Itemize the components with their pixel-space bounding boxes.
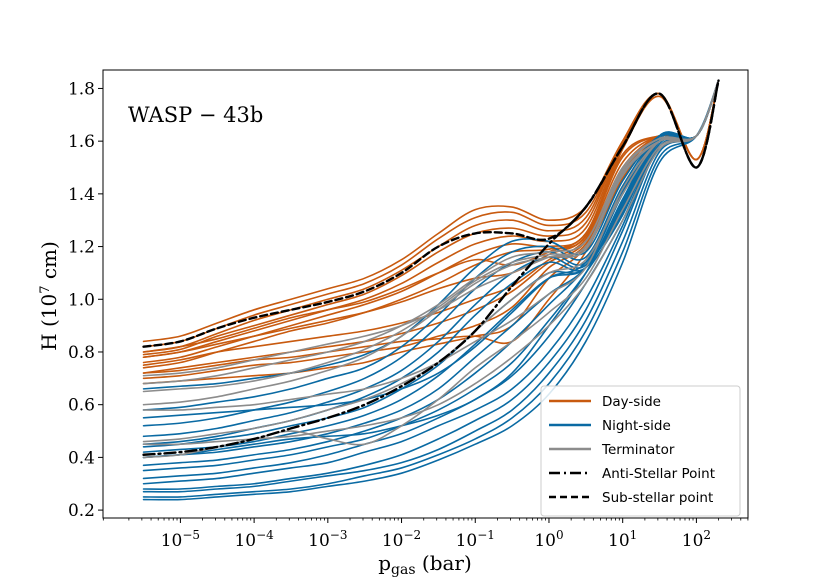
x-tick-label: 101: [608, 528, 637, 551]
y-tick-label: 0.6: [68, 396, 95, 416]
series-line-night-21: [142, 79, 720, 459]
y-axis-title-main: H (10: [37, 294, 61, 351]
series-line-night-27: [142, 79, 720, 493]
series-layer: [142, 79, 720, 501]
series-line-day-8: [142, 79, 720, 359]
series-line-night-17: [142, 79, 720, 438]
legend: Day-side Night-side Terminator Anti-Stellar…: [540, 385, 741, 517]
x-tick-label: 10−1: [456, 528, 495, 551]
series-line-day-7: [142, 79, 720, 353]
x-axis-title-main: p: [378, 551, 391, 575]
series-line-terminator-37: [142, 79, 720, 443]
y-axis-title-sup: 7: [38, 285, 53, 293]
y-axis-title: H (107 cm): [37, 241, 61, 351]
series-line-terminator-33: [142, 79, 720, 385]
series-line-night-31: [142, 79, 720, 419]
y-tick-label: 1.2: [68, 238, 95, 258]
series-line-night-30: [142, 79, 720, 459]
series-line-night-28: [142, 79, 720, 498]
x-axis-title-unit: (bar): [416, 551, 472, 575]
legend-label: Night-side: [602, 418, 671, 434]
plot-frame: [102, 69, 749, 519]
series-line-night-26: [142, 79, 720, 491]
series-line-anti-40: [142, 79, 720, 456]
y-tick-label: 0.2: [68, 501, 95, 521]
series-line-day-11: [142, 79, 720, 380]
x-tick-label: 10−5: [161, 528, 200, 551]
x-tick-label: 102: [682, 528, 711, 551]
legend-label: Terminator: [601, 442, 675, 458]
planet-annotation: WASP − 43b: [128, 103, 263, 127]
x-tick-label: 10−4: [234, 528, 274, 551]
plot-frame-border: [102, 69, 749, 519]
series-line-sub-41: [142, 79, 720, 348]
series-line-day-9: [142, 79, 720, 366]
y-tick-label: 1.0: [68, 290, 95, 310]
x-tick-label: 10−2: [382, 528, 421, 551]
series-line-terminator-38: [142, 79, 720, 459]
series-line-night-24: [142, 79, 720, 480]
x-tick-label: 100: [534, 528, 563, 551]
legend-box: [540, 385, 741, 517]
y-axis-title-unit: cm): [37, 241, 61, 285]
y-tick-label: 1.4: [68, 185, 95, 205]
series-line-terminator-39: [142, 79, 720, 446]
series-line-night-29: [142, 79, 720, 501]
y-tick-label: 0.8: [68, 343, 95, 363]
x-tick-label: 10−3: [308, 528, 347, 551]
x-axis-title: pgas (bar): [378, 551, 472, 578]
legend-label: Sub-stellar point: [602, 490, 713, 506]
legend-label: Anti-Stellar Point: [602, 466, 715, 482]
y-tick-label: 0.4: [68, 448, 95, 468]
series-line-day-6: [142, 79, 720, 369]
series-line-night-15: [142, 79, 720, 411]
series-line-terminator-35: [142, 79, 720, 406]
x-axis-title-sub: gas: [391, 562, 416, 578]
y-tick-label: 1.8: [68, 79, 95, 99]
y-tick-label: 1.6: [68, 132, 95, 152]
legend-label: Day-side: [602, 394, 661, 410]
axis-ticks: 0.2 0.4 0.6 0.8 1.0 1.2 1.4 1.6 1.8 10−5 10−4 10−3 1…: [68, 79, 749, 551]
series-line-terminator-34: [142, 79, 720, 393]
